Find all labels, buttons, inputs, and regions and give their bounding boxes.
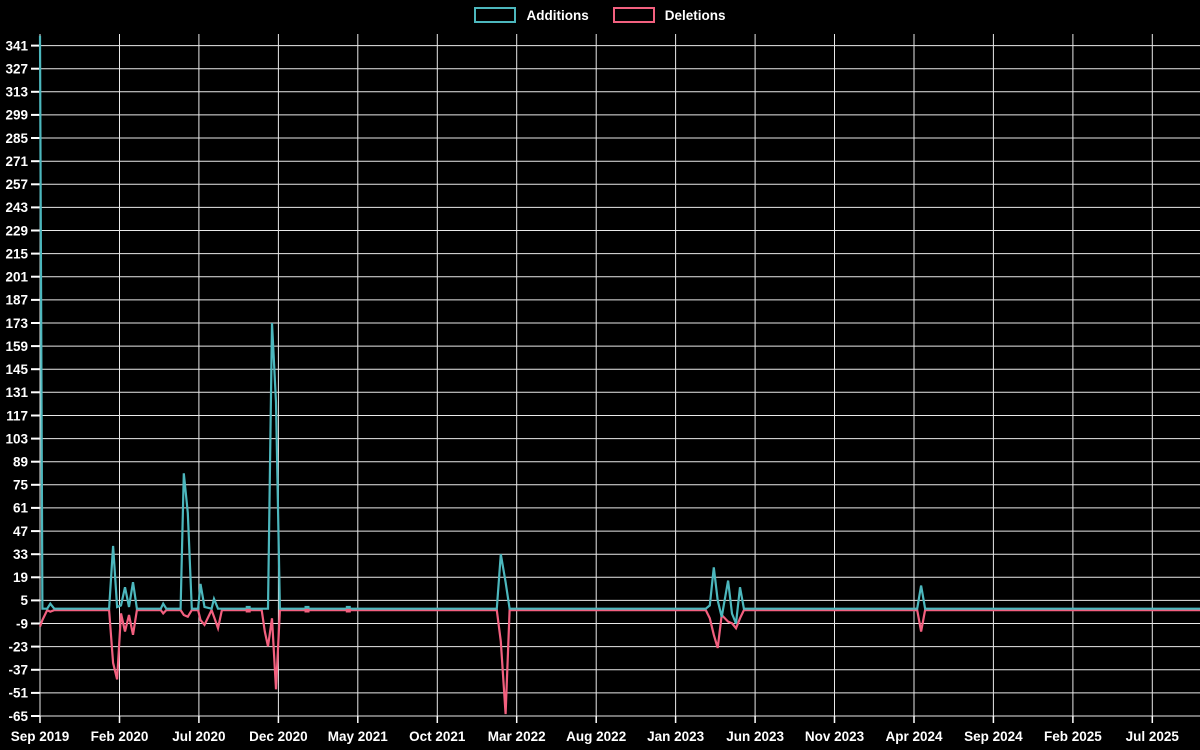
deletions-point-marker	[304, 608, 310, 613]
deletions-point-marker	[345, 608, 351, 613]
y-tick-label: 103	[5, 431, 28, 446]
y-tick-label: 271	[5, 154, 28, 169]
x-tick-label: Feb 2020	[91, 729, 149, 744]
x-tick-label: Sep 2024	[964, 729, 1023, 744]
x-tick-label: Jun 2023	[726, 729, 784, 744]
y-tick-label: 89	[13, 454, 28, 469]
y-tick-label: 313	[5, 85, 28, 100]
additions-swatch-icon	[474, 7, 517, 23]
legend-item-additions[interactable]: Additions	[474, 7, 589, 23]
y-tick-label: 299	[5, 108, 28, 123]
y-tick-label: -9	[16, 616, 28, 631]
y-tick-label: 173	[5, 316, 28, 331]
y-tick-label: 61	[13, 501, 29, 516]
deletions-legend-label: Deletions	[664, 7, 726, 23]
x-tick-label: Jul 2025	[1126, 729, 1180, 744]
additions-legend-label: Additions	[526, 7, 589, 23]
x-tick-label: Aug 2022	[566, 729, 626, 744]
y-tick-label: 187	[5, 293, 28, 308]
y-tick-label: 327	[5, 61, 28, 76]
y-tick-label: 5	[20, 593, 28, 608]
y-tick-label: 117	[6, 408, 28, 423]
x-tick-label: May 2021	[328, 729, 389, 744]
y-tick-label: -65	[8, 709, 28, 724]
y-tick-label: 75	[13, 478, 29, 493]
x-tick-label: Sep 2019	[11, 729, 70, 744]
y-tick-label: 47	[13, 524, 28, 539]
additions-point-marker	[245, 605, 251, 609]
x-tick-label: Jul 2020	[172, 729, 225, 744]
x-tick-label: Mar 2022	[488, 729, 546, 744]
y-tick-label: 243	[5, 200, 28, 215]
deletions-line	[38, 607, 1200, 715]
y-tick-label: 201	[5, 270, 28, 285]
additions-point-marker	[345, 605, 351, 609]
legend-item-deletions[interactable]: Deletions	[612, 7, 726, 23]
y-tick-label: 229	[5, 223, 28, 238]
x-tick-label: Dec 2020	[249, 729, 308, 744]
y-tick-label: 159	[5, 339, 28, 354]
y-tick-label: -51	[8, 686, 28, 701]
y-tick-label: -37	[8, 663, 28, 678]
deletions-swatch-icon	[612, 7, 655, 23]
chart-legend: Additions Deletions	[0, 7, 1200, 23]
y-tick-label: 341	[5, 38, 28, 53]
x-tick-label: Feb 2025	[1044, 729, 1102, 744]
y-tick-label: 285	[5, 131, 28, 146]
y-tick-label: -23	[8, 639, 28, 654]
y-tick-label: 33	[13, 547, 29, 562]
y-tick-label: 145	[5, 362, 28, 377]
x-tick-label: Nov 2023	[805, 729, 865, 744]
x-tick-label: Apr 2024	[885, 729, 943, 744]
y-tick-label: 257	[5, 177, 28, 192]
y-tick-label: 19	[13, 570, 28, 585]
x-tick-label: Jan 2023	[647, 729, 705, 744]
y-tick-label: 215	[5, 246, 28, 261]
deletions-point-marker	[245, 608, 251, 613]
x-tick-label: Oct 2021	[409, 729, 466, 744]
y-tick-label: 131	[5, 385, 28, 400]
additions-point-marker	[304, 605, 310, 609]
additions-line	[38, 35, 1200, 624]
